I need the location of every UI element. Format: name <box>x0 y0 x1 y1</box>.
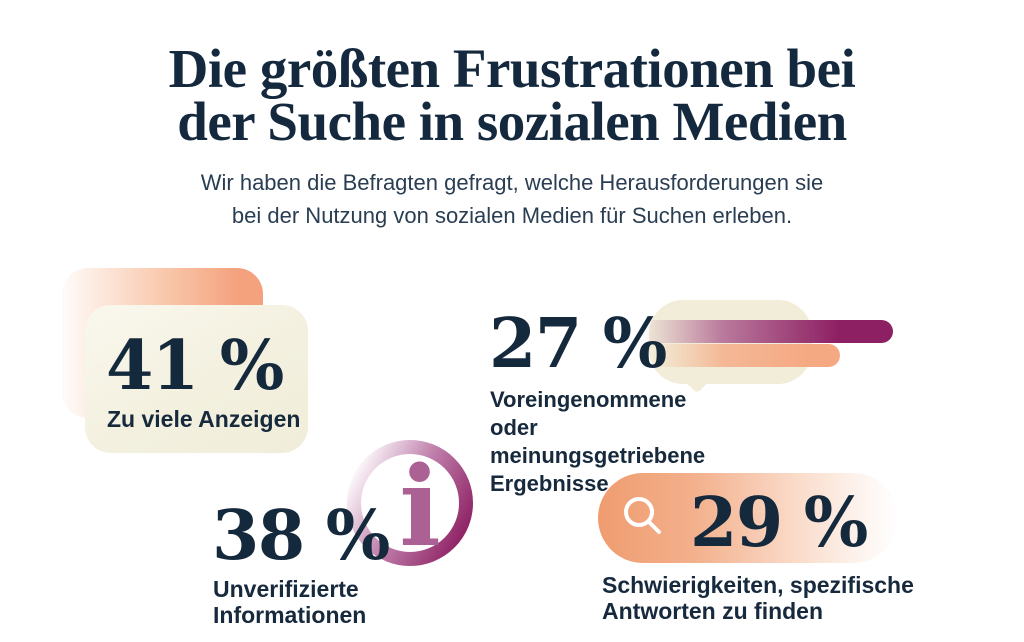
stat-value-unverified: 38 % <box>212 496 390 576</box>
info-icon: i <box>347 440 473 571</box>
info-icon-glyph: i <box>399 442 441 571</box>
stat-value-specific: 29 % <box>690 483 868 563</box>
bar-purple <box>643 320 893 343</box>
page-title: Die größten Frustrationen bei der Suche … <box>0 41 1024 149</box>
title-line-2: der Suche in sozialen Medien <box>177 91 847 152</box>
ads-card-front <box>85 305 308 453</box>
stat-label-specific: Schwierigkeiten, spezifische Antworten z… <box>602 572 914 624</box>
stat-label-ads: Zu viele Anzeigen <box>107 406 301 432</box>
stat-value-ads: 41 % <box>106 326 284 406</box>
subtitle-line-2: bei der Nutzung von sozialen Medien für … <box>231 203 793 228</box>
title-line-1: Die größten Frustrationen bei <box>168 38 856 99</box>
bar-orange <box>652 344 840 367</box>
stat-label-unverified: Unverifizierte Informationen <box>213 576 367 628</box>
search-pill <box>598 473 898 563</box>
info-icon-ring <box>347 440 473 566</box>
subtitle-line-1: Wir haben die Befragten gefragt, welche … <box>200 170 824 195</box>
search-icon <box>624 497 661 534</box>
page-subtitle: Wir haben die Befragten gefragt, welche … <box>0 166 1024 232</box>
stat-label-biased: Voreingenommene oder meinungsgetriebene … <box>490 387 706 496</box>
stat-value-biased: 27 % <box>489 304 667 384</box>
